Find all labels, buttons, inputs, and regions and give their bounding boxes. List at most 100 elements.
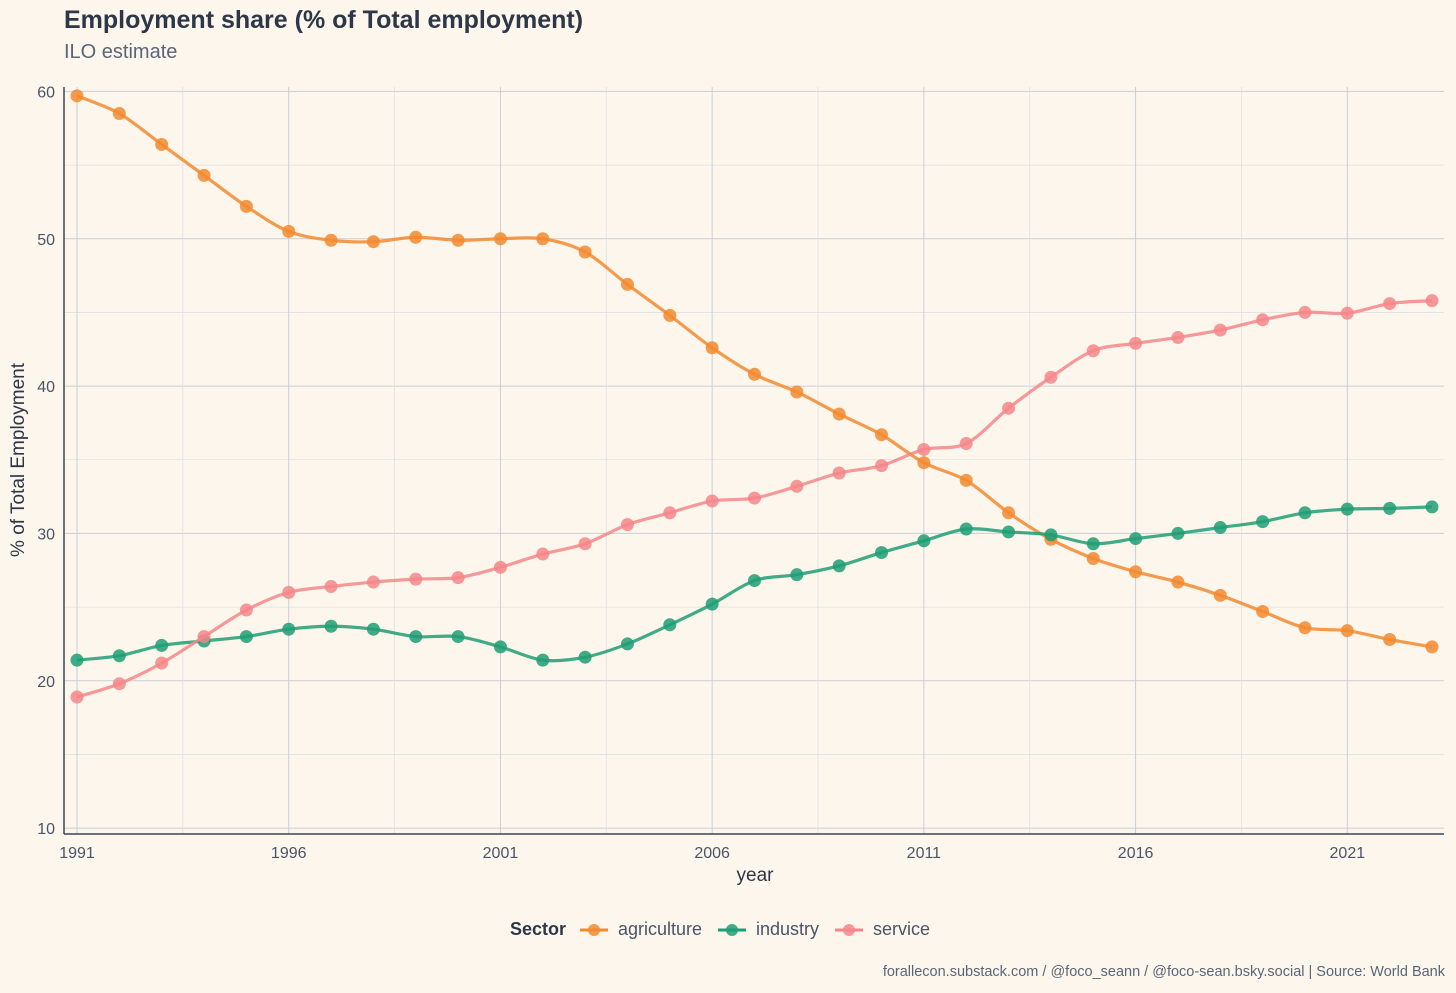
data-point-service xyxy=(1129,336,1143,350)
y-tick-label: 50 xyxy=(37,232,55,249)
data-point-service xyxy=(155,656,169,670)
data-point-service xyxy=(451,571,465,585)
chart-title: Employment share (% of Total employment) xyxy=(64,6,584,34)
data-point-agriculture xyxy=(875,428,889,442)
data-point-agriculture xyxy=(112,107,126,121)
data-point-service xyxy=(366,575,380,589)
x-tick-label: 2016 xyxy=(1118,845,1154,862)
data-point-industry xyxy=(282,622,296,636)
data-point-service xyxy=(493,560,507,574)
data-point-industry xyxy=(1086,537,1100,551)
data-point-industry xyxy=(1340,502,1354,516)
data-point-service xyxy=(324,579,338,593)
data-point-agriculture xyxy=(1425,640,1439,654)
data-point-agriculture xyxy=(1171,575,1185,589)
data-point-service xyxy=(239,603,253,617)
data-point-industry xyxy=(1129,532,1143,546)
data-point-service xyxy=(578,537,592,551)
data-point-agriculture xyxy=(620,277,634,291)
data-point-industry xyxy=(790,568,804,582)
data-point-industry xyxy=(578,650,592,664)
data-point-industry xyxy=(1002,525,1016,539)
series-group xyxy=(70,89,1439,704)
legend-item-service: service xyxy=(835,919,930,940)
data-point-service xyxy=(1171,330,1185,344)
x-tick-label: 2021 xyxy=(1330,845,1366,862)
data-point-service xyxy=(1213,323,1227,337)
data-point-industry xyxy=(155,638,169,652)
data-point-industry xyxy=(917,534,931,548)
data-point-agriculture xyxy=(197,168,211,182)
data-point-agriculture xyxy=(705,341,719,355)
data-point-service xyxy=(959,437,973,451)
data-point-industry xyxy=(620,637,634,651)
data-point-service xyxy=(620,518,634,532)
data-point-service xyxy=(1002,401,1016,415)
data-point-agriculture xyxy=(1086,551,1100,565)
y-axis-label: % of Total Employment xyxy=(8,362,29,557)
data-point-agriculture xyxy=(409,230,423,244)
legend-key-agriculture xyxy=(579,923,608,936)
data-point-industry xyxy=(875,546,889,560)
legend-label-service: service xyxy=(873,919,931,939)
x-tick-label: 2011 xyxy=(907,845,942,862)
data-point-service xyxy=(409,572,423,586)
x-tick-label: 2006 xyxy=(694,845,730,862)
data-point-service xyxy=(70,690,84,704)
data-point-agriculture xyxy=(155,137,169,151)
data-point-service xyxy=(917,442,931,456)
legend: Sector agriculture industry service xyxy=(0,919,1456,940)
data-point-agriculture xyxy=(536,232,550,246)
data-point-agriculture xyxy=(1213,588,1227,602)
legend-label-agriculture: agriculture xyxy=(617,919,703,939)
data-point-industry xyxy=(1171,526,1185,540)
data-point-agriculture xyxy=(1256,605,1270,619)
data-point-service xyxy=(790,479,804,493)
data-point-service xyxy=(705,494,719,508)
data-point-agriculture xyxy=(578,245,592,259)
y-tick-label: 10 xyxy=(37,821,55,838)
data-point-industry xyxy=(663,618,677,632)
data-point-service xyxy=(1256,313,1270,327)
data-point-service xyxy=(1298,305,1312,319)
series-agriculture xyxy=(70,89,1439,654)
tick-labels: 10 20 30 40 50 60 1991 1996 2001 2006 2011 2016 2021 xyxy=(37,84,1365,862)
legend-item-industry: industry xyxy=(718,919,819,940)
data-point-industry xyxy=(959,522,973,536)
series-industry xyxy=(70,500,1439,667)
data-point-service xyxy=(875,459,889,473)
chart-subtitle: ILO estimate xyxy=(64,41,178,63)
data-point-industry xyxy=(112,649,126,663)
y-tick-label: 40 xyxy=(37,379,55,396)
data-point-industry xyxy=(1213,521,1227,535)
data-point-agriculture xyxy=(1298,621,1312,635)
data-point-agriculture xyxy=(832,407,846,421)
legend-key-industry xyxy=(718,923,747,936)
data-point-industry xyxy=(1383,501,1397,515)
data-point-agriculture xyxy=(451,233,465,247)
data-point-agriculture xyxy=(1129,565,1143,579)
data-point-industry xyxy=(324,619,338,633)
data-point-service xyxy=(1383,297,1397,311)
grid-lines xyxy=(64,87,1444,834)
data-point-service xyxy=(748,491,761,505)
legend-key-service xyxy=(835,923,864,936)
legend-label-industry: industry xyxy=(756,919,820,939)
data-point-industry xyxy=(409,630,423,644)
data-point-service xyxy=(1340,306,1354,320)
data-point-industry xyxy=(705,597,719,611)
data-point-industry xyxy=(748,574,761,588)
data-point-service xyxy=(1044,370,1058,384)
data-point-industry xyxy=(1425,500,1439,514)
data-point-agriculture xyxy=(239,199,253,213)
data-point-agriculture xyxy=(70,89,84,103)
data-point-agriculture xyxy=(748,367,761,381)
data-point-service xyxy=(197,630,211,644)
legend-title: Sector xyxy=(509,919,566,939)
data-point-industry xyxy=(1298,506,1312,520)
source-caption: forallecon.substack.com / @foco_seann / … xyxy=(882,964,1445,980)
data-point-service xyxy=(1425,294,1439,308)
data-point-service xyxy=(282,585,296,599)
data-point-industry xyxy=(493,640,507,654)
